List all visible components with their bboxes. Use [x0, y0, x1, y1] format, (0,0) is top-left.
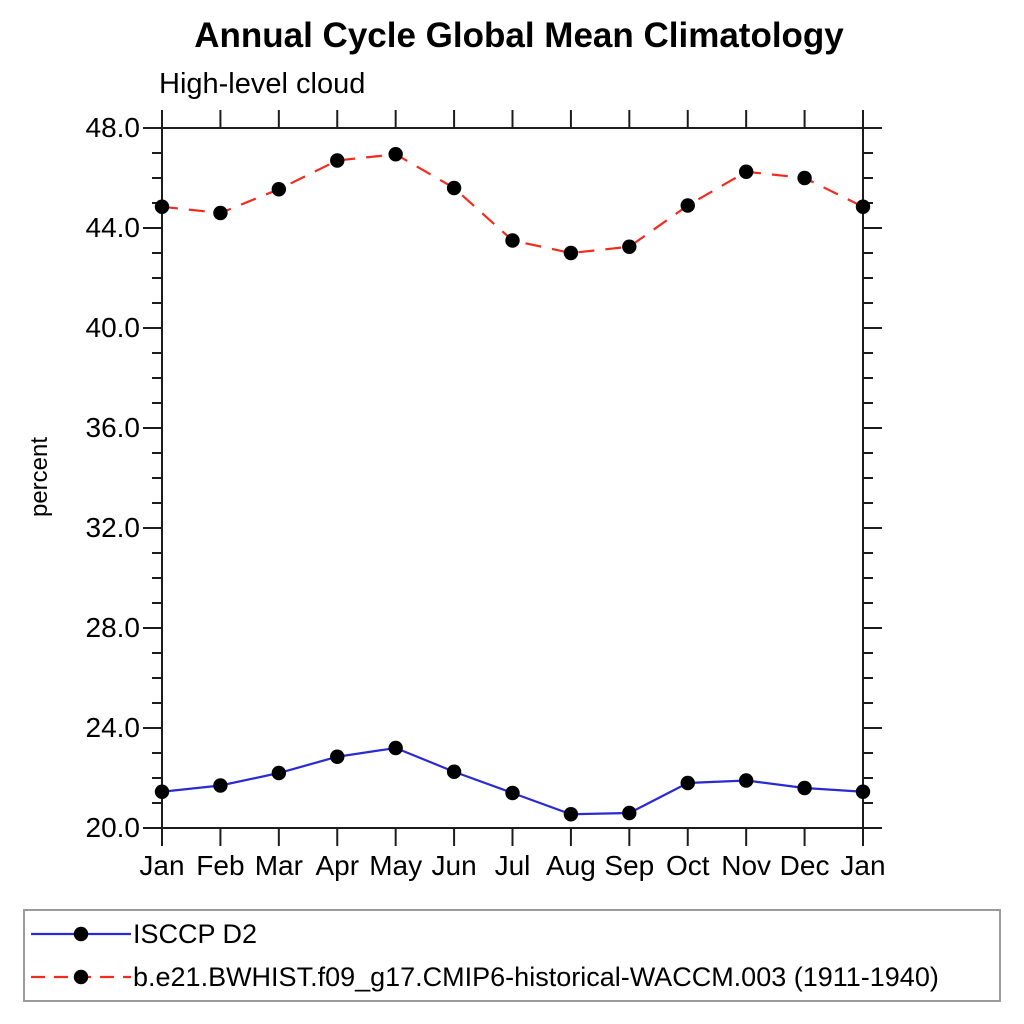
y-tick-label: 20.0 [85, 812, 141, 843]
data-point-marker [563, 245, 579, 261]
data-point-marker [505, 785, 520, 801]
x-tick-label: Apr [315, 850, 360, 881]
legend-line-sample-solid [31, 926, 131, 942]
data-point-marker [680, 198, 695, 213]
x-tick-label: Jan [840, 850, 886, 881]
x-tick-label: Aug [545, 850, 596, 881]
data-point-marker [446, 180, 462, 196]
legend-label: b.e21.BWHIST.f09_g17.CMIP6-historical-WA… [133, 961, 939, 992]
x-tick-label: Jun [431, 850, 477, 881]
data-point-marker [154, 784, 170, 799]
x-tick-label: Oct [665, 850, 710, 881]
data-point-marker [330, 749, 345, 764]
data-point-marker [388, 147, 403, 162]
data-point-marker [855, 199, 871, 214]
x-tick-label: Jul [494, 850, 531, 881]
chart-title: Annual Cycle Global Mean Climatology [194, 16, 844, 55]
y-tick-label: 44.0 [85, 212, 141, 243]
data-point-marker [446, 764, 462, 779]
data-point-marker [154, 199, 170, 214]
data-point-marker [505, 233, 520, 248]
data-point-marker [738, 773, 754, 788]
data-point-marker [855, 784, 871, 799]
y-tick-label: 24.0 [85, 712, 141, 743]
chart-subtitle: High-level cloud [159, 68, 366, 100]
plot-frame [161, 127, 864, 829]
y-tick-label: 36.0 [85, 412, 141, 443]
y-tick-label: 40.0 [85, 312, 141, 343]
y-tick-label: 48.0 [85, 112, 141, 143]
data-point-marker [622, 805, 637, 821]
legend-box: ISCCP D2 b.e21.BWHIST.f09_g17.CMIP6-hist… [23, 909, 1001, 1002]
data-point-marker [797, 170, 812, 186]
data-point-marker [271, 765, 287, 781]
x-tick-label: Nov [721, 850, 772, 881]
y-tick-label: 32.0 [85, 512, 141, 543]
legend-line-sample-dashed [31, 969, 131, 985]
x-tick-label: May [369, 850, 423, 881]
x-tick-label: Sep [604, 850, 655, 881]
series-line-isccp-d2 [161, 746, 864, 816]
data-point-marker [622, 239, 637, 254]
data-point-marker [797, 780, 812, 796]
data-point-marker [213, 778, 228, 793]
x-tick-label: Feb [196, 850, 245, 881]
data-point-marker [680, 775, 695, 791]
legend-entry-waccm: b.e21.BWHIST.f09_g17.CMIP6-historical-WA… [30, 962, 939, 992]
data-point-marker [738, 164, 754, 179]
x-tick-label: Mar [254, 850, 303, 881]
data-point-marker [330, 153, 345, 168]
x-tick-label: Dec [779, 850, 830, 881]
y-tick-label: 28.0 [85, 612, 141, 643]
data-point-marker [213, 205, 228, 221]
data-point-marker [388, 740, 403, 756]
x-tick-label: Jan [139, 850, 185, 881]
data-point-marker [563, 807, 579, 822]
data-point-marker [271, 182, 287, 197]
legend-label: ISCCP D2 [133, 918, 258, 949]
legend-entry-isccp-d2: ISCCP D2 [30, 919, 257, 949]
